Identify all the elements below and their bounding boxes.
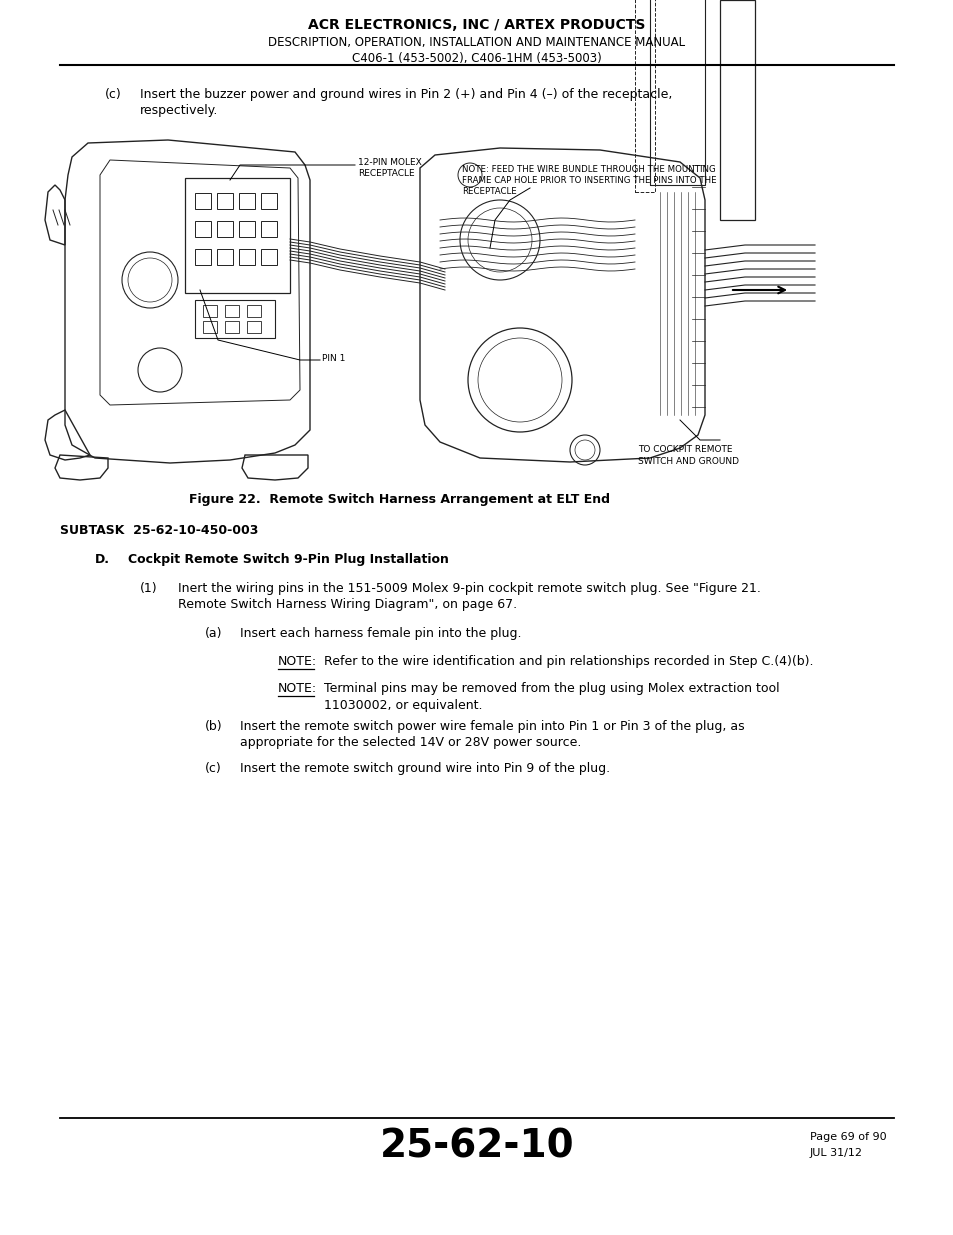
Bar: [239, 193, 254, 209]
Text: Figure 22.  Remote Switch Harness Arrangement at ELT End: Figure 22. Remote Switch Harness Arrange…: [190, 493, 610, 506]
Text: 11030002, or equivalent.: 11030002, or equivalent.: [324, 699, 482, 713]
Text: (b): (b): [205, 720, 222, 734]
Bar: [239, 249, 254, 266]
Text: NOTE:: NOTE:: [277, 682, 316, 695]
Bar: [216, 193, 233, 209]
Text: respectively.: respectively.: [140, 104, 218, 117]
Bar: [247, 305, 261, 317]
Text: SUBTASK  25-62-10-450-003: SUBTASK 25-62-10-450-003: [60, 524, 258, 537]
Text: Refer to the wire identification and pin relationships recorded in Step C.(4)(b): Refer to the wire identification and pin…: [324, 655, 813, 668]
Bar: [216, 249, 233, 266]
Bar: [225, 305, 239, 317]
Text: Insert the buzzer power and ground wires in Pin 2 (+) and Pin 4 (–) of the recep: Insert the buzzer power and ground wires…: [140, 88, 672, 101]
Bar: [185, 178, 290, 293]
Text: Insert the remote switch power wire female pin into Pin 1 or Pin 3 of the plug, : Insert the remote switch power wire fema…: [240, 720, 744, 734]
Text: ACR ELECTRONICS, INC / ARTEX PRODUCTS: ACR ELECTRONICS, INC / ARTEX PRODUCTS: [308, 19, 645, 32]
Bar: [194, 221, 211, 237]
Bar: [649, 0, 704, 185]
Text: PIN 1: PIN 1: [322, 354, 345, 363]
Text: RECEPTACLE: RECEPTACLE: [461, 186, 517, 196]
Bar: [261, 221, 276, 237]
Bar: [203, 305, 216, 317]
Text: Cockpit Remote Switch 9-Pin Plug Installation: Cockpit Remote Switch 9-Pin Plug Install…: [128, 553, 449, 566]
Bar: [203, 321, 216, 333]
Text: C406-1 (453-5002), C406-1HM (453-5003): C406-1 (453-5002), C406-1HM (453-5003): [352, 52, 601, 65]
Bar: [194, 249, 211, 266]
Bar: [225, 321, 239, 333]
Text: (c): (c): [105, 88, 122, 101]
Text: 12-PIN MOLEX: 12-PIN MOLEX: [357, 158, 421, 167]
Bar: [261, 249, 276, 266]
Text: RECEPTACLE: RECEPTACLE: [357, 169, 415, 178]
Bar: [239, 221, 254, 237]
Text: DESCRIPTION, OPERATION, INSTALLATION AND MAINTENANCE MANUAL: DESCRIPTION, OPERATION, INSTALLATION AND…: [268, 36, 685, 49]
Bar: [194, 300, 274, 338]
Text: (a): (a): [205, 627, 222, 640]
Bar: [247, 321, 261, 333]
Text: JUL 31/12: JUL 31/12: [809, 1149, 862, 1158]
Text: NOTE:: NOTE:: [277, 655, 316, 668]
Text: Insert the remote switch ground wire into Pin 9 of the plug.: Insert the remote switch ground wire int…: [240, 762, 610, 776]
Bar: [720, 0, 754, 220]
Text: NOTE: FEED THE WIRE BUNDLE THROUGH THE MOUNTING: NOTE: FEED THE WIRE BUNDLE THROUGH THE M…: [461, 165, 715, 174]
Text: SWITCH AND GROUND: SWITCH AND GROUND: [638, 457, 739, 466]
Text: TO COCKPIT REMOTE: TO COCKPIT REMOTE: [638, 445, 732, 454]
Text: Insert each harness female pin into the plug.: Insert each harness female pin into the …: [240, 627, 521, 640]
Text: Page 69 of 90: Page 69 of 90: [809, 1132, 885, 1142]
Text: Remote Switch Harness Wiring Diagram", on page 67.: Remote Switch Harness Wiring Diagram", o…: [178, 598, 517, 611]
Bar: [194, 193, 211, 209]
Text: 25-62-10: 25-62-10: [379, 1128, 574, 1166]
Text: (1): (1): [140, 582, 157, 595]
Text: Inert the wiring pins in the 151-5009 Molex 9-pin cockpit remote switch plug. Se: Inert the wiring pins in the 151-5009 Mo…: [178, 582, 760, 595]
Bar: [216, 221, 233, 237]
Text: FRAME CAP HOLE PRIOR TO INSERTING THE PINS INTO THE: FRAME CAP HOLE PRIOR TO INSERTING THE PI…: [461, 177, 716, 185]
Bar: [261, 193, 276, 209]
Text: appropriate for the selected 14V or 28V power source.: appropriate for the selected 14V or 28V …: [240, 736, 580, 748]
Text: Terminal pins may be removed from the plug using Molex extraction tool: Terminal pins may be removed from the pl…: [324, 682, 779, 695]
Text: D.: D.: [95, 553, 110, 566]
Text: (c): (c): [205, 762, 221, 776]
Bar: [635, 0, 655, 191]
